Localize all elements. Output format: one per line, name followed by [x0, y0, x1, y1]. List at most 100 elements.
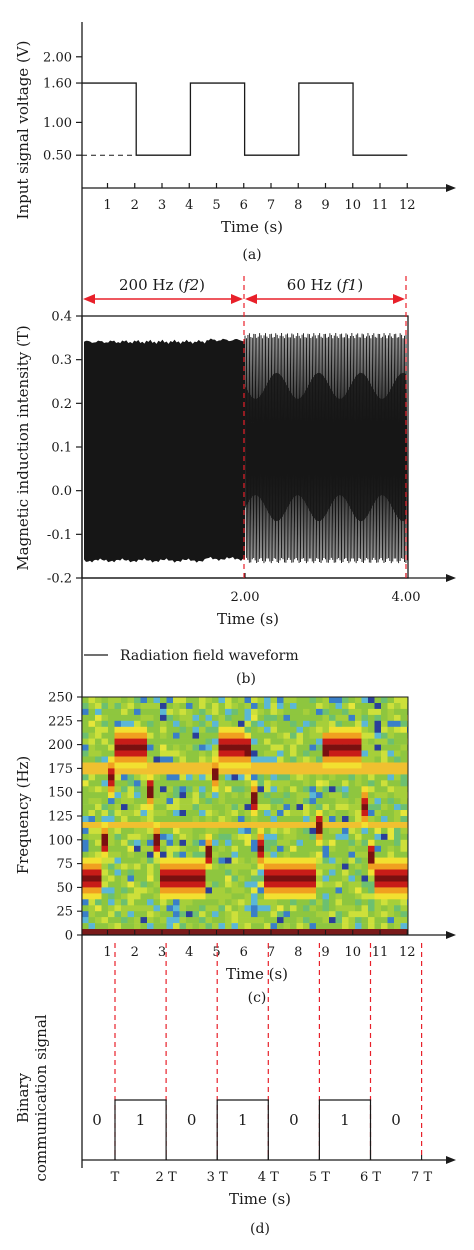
spectrogram-cell — [361, 768, 369, 775]
spectrogram-cell — [121, 816, 128, 823]
spectrogram-cell — [322, 893, 330, 900]
spectrogram-cell — [88, 810, 96, 817]
spectrogram-cell — [134, 780, 141, 787]
spectrogram-cell — [199, 708, 206, 716]
spectrogram-cell — [381, 738, 388, 745]
spectrogram-cell — [225, 720, 232, 728]
spectrogram-cell — [179, 839, 187, 847]
spectrogram-cell — [173, 833, 180, 841]
spectrogram-cell — [114, 804, 122, 811]
spectrogram-cell — [134, 869, 141, 876]
spectrogram-cell — [400, 887, 408, 894]
spectrogram-cell — [387, 804, 395, 811]
spectrogram-cell — [95, 738, 102, 745]
panel-c-xtick-label: 12 — [399, 945, 416, 960]
spectrogram-cell — [387, 899, 395, 906]
spectrogram-cell — [192, 714, 200, 722]
spectrogram-cell — [400, 732, 408, 739]
spectrogram-cell — [374, 911, 382, 918]
spectrogram-cell — [108, 845, 115, 853]
spectrogram-cell — [147, 887, 154, 894]
spectrogram-cell — [160, 923, 167, 930]
spectrogram-cell — [147, 857, 154, 864]
spectrogram-cell — [114, 756, 122, 763]
spectrogram-cell — [108, 899, 115, 906]
spectrogram-cell — [108, 756, 115, 763]
spectrogram-cell — [277, 923, 284, 930]
spectrogram-cell — [394, 714, 401, 722]
spectrogram-cell — [192, 875, 200, 882]
spectrogram-cell — [186, 851, 193, 858]
spectrogram-cell — [348, 893, 356, 900]
spectrogram-cell — [238, 881, 245, 888]
spectrogram-cell — [283, 738, 291, 745]
spectrogram-cell — [251, 720, 258, 728]
spectrogram-cell — [290, 875, 297, 882]
panel-d-ylabel-line1: Binary — [14, 1072, 32, 1123]
panel-c-ytick-label: 100 — [48, 833, 73, 848]
spectrogram-cell — [218, 839, 226, 847]
spectrogram-cell — [387, 714, 395, 722]
spectrogram-cell — [166, 714, 174, 722]
spectrogram-cell — [199, 774, 206, 781]
spectrogram-cell — [212, 857, 219, 864]
spectrogram-cell — [147, 875, 154, 882]
spectrogram-cell — [238, 833, 245, 841]
spectrogram-cell — [199, 875, 206, 882]
spectrogram-cell — [244, 768, 252, 775]
spectrogram-cell — [192, 697, 200, 704]
panel-a-xtick-label: 10 — [344, 198, 361, 213]
spectrogram-cell — [114, 845, 122, 853]
spectrogram-cell — [186, 923, 193, 930]
spectrogram-cell — [88, 816, 96, 823]
spectrogram-cell — [134, 703, 141, 710]
spectrogram-cell — [225, 893, 232, 900]
spectrogram-cell — [342, 833, 349, 841]
spectrogram-cell — [283, 726, 291, 734]
spectrogram-cell — [179, 881, 187, 888]
panel-a-xtick-label: 2 — [131, 198, 139, 213]
spectrogram-cell — [238, 869, 245, 876]
spectrogram-cell — [283, 732, 291, 739]
spectrogram-cell — [296, 899, 304, 906]
spectrogram-cell — [212, 792, 219, 799]
spectrogram-cell — [290, 697, 297, 704]
spectrogram-cell — [303, 726, 310, 734]
spectrogram-cell — [140, 893, 148, 900]
spectrogram-cell — [212, 833, 219, 841]
spectrogram-cell — [368, 822, 375, 829]
spectrogram-cell — [101, 732, 109, 739]
spectrogram-cell — [322, 708, 330, 716]
spectrogram-cell — [257, 887, 265, 894]
spectrogram-cell — [394, 857, 401, 864]
spectrogram-cell — [186, 780, 193, 787]
spectrogram-cell — [140, 839, 148, 847]
spectrogram-cell — [342, 720, 349, 728]
spectrogram-cell — [342, 708, 349, 716]
spectrogram-cell — [225, 703, 232, 710]
spectrogram-cell — [199, 857, 206, 864]
spectrogram-cell — [381, 833, 388, 841]
spectrogram-cell — [381, 714, 388, 722]
spectrogram-cell — [153, 804, 161, 811]
spectrogram-cell — [368, 810, 375, 817]
spectrogram-cell — [225, 810, 232, 817]
spectrogram-cell — [140, 833, 148, 841]
spectrogram-cell — [212, 869, 219, 876]
spectrogram-cell — [329, 786, 336, 793]
panel-d-ylabel-line2: communication signal — [32, 1014, 50, 1181]
spectrogram-cell — [101, 697, 109, 704]
spectrogram-cell — [218, 911, 226, 918]
spectrogram-cell — [212, 762, 219, 769]
spectrogram-cell — [101, 833, 109, 841]
spectrogram-cell — [88, 732, 96, 739]
spectrogram-cell — [400, 899, 408, 906]
spectrogram-cell — [82, 929, 89, 935]
spectrogram-cell — [160, 905, 167, 912]
spectrogram-cell — [186, 744, 193, 751]
spectrogram-cell — [212, 816, 219, 823]
spectrogram-cell — [186, 869, 193, 876]
spectrogram-cell — [160, 697, 167, 704]
spectrogram-cell — [309, 697, 317, 704]
spectrogram-cell — [374, 833, 382, 841]
